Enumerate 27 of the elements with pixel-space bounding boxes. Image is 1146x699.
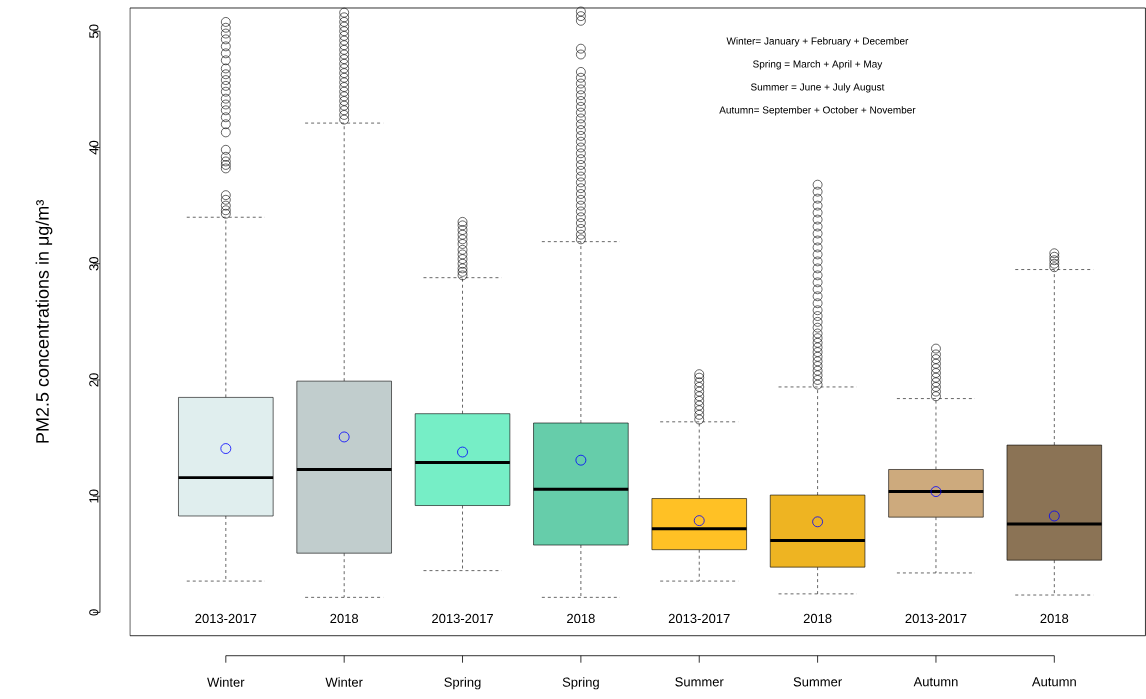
y-tick-label: 40: [89, 140, 99, 155]
x-tick-label: Winter: [325, 677, 363, 687]
annotation: 2018: [803, 614, 832, 624]
annotation: Autumn= September + October + November: [719, 106, 916, 116]
y-tick-label: 50: [89, 24, 99, 39]
x-tick-label: Autumn: [913, 677, 958, 687]
annotation: 2013-2017: [195, 614, 257, 624]
annotation: 2018: [567, 614, 595, 624]
annotation: 2013-2017: [432, 614, 493, 624]
x-tick-label: Summer: [675, 677, 724, 687]
x-tick-label: Spring: [444, 677, 481, 690]
annotation: 2013-2017: [668, 614, 730, 624]
x-tick-label: Winter: [207, 677, 245, 687]
annotation: Winter= January + February + December: [726, 37, 909, 47]
y-tick-label: 10: [89, 489, 99, 503]
x-tick-label: Spring: [562, 677, 599, 690]
y-axis-title: PM2.5 concentrations in μg/m³: [35, 200, 53, 443]
annotation: 2013-2017: [905, 614, 967, 624]
annotation: 2018: [1040, 614, 1069, 624]
annotation: 2018: [330, 614, 359, 624]
x-tick-label: Summer: [793, 677, 842, 687]
y-tick-label: 30: [89, 257, 99, 271]
y-tick-label: 0: [89, 609, 99, 616]
x-tick-label: Autumn: [1031, 677, 1076, 687]
annotation: Spring = March + April + May: [753, 60, 883, 70]
y-tick-label: 20: [89, 373, 99, 387]
annotation: Summer = June + July August: [750, 83, 885, 93]
